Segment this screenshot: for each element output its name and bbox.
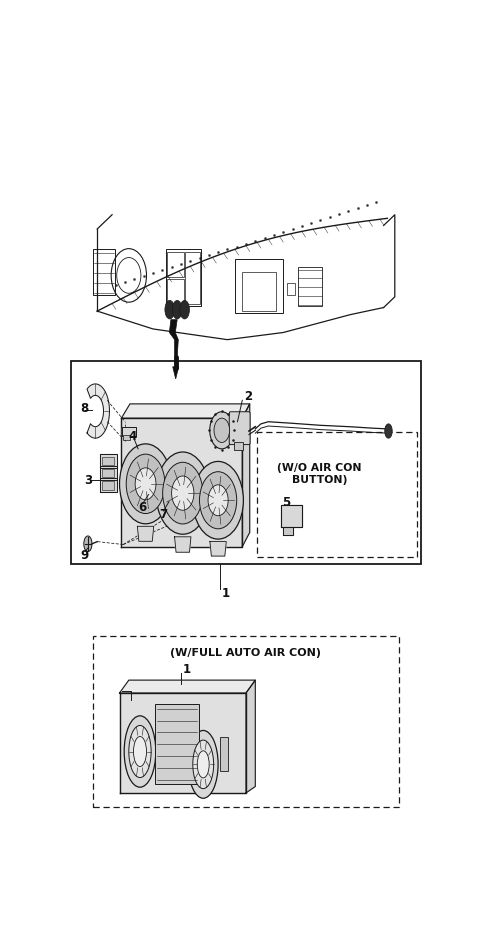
Ellipse shape xyxy=(193,740,214,789)
Bar xyxy=(123,436,130,440)
Text: (W/FULL AUTO AIR CON): (W/FULL AUTO AIR CON) xyxy=(170,648,322,658)
Polygon shape xyxy=(100,478,117,492)
Ellipse shape xyxy=(200,472,237,528)
Text: 5: 5 xyxy=(282,496,291,509)
Polygon shape xyxy=(281,505,302,527)
Polygon shape xyxy=(169,320,178,358)
Bar xyxy=(257,433,417,557)
Ellipse shape xyxy=(156,452,210,534)
Ellipse shape xyxy=(172,476,194,510)
Text: 6: 6 xyxy=(138,501,146,514)
Polygon shape xyxy=(246,680,255,793)
Bar xyxy=(94,636,398,807)
Ellipse shape xyxy=(210,412,234,449)
Circle shape xyxy=(165,300,175,319)
Text: 7: 7 xyxy=(160,508,168,521)
Bar xyxy=(155,704,199,783)
Ellipse shape xyxy=(188,730,218,798)
Bar xyxy=(102,481,114,489)
Bar xyxy=(234,442,243,451)
Bar xyxy=(220,737,228,771)
Text: 9: 9 xyxy=(81,549,89,562)
Polygon shape xyxy=(100,466,117,480)
Ellipse shape xyxy=(214,418,229,442)
Bar xyxy=(167,279,183,304)
Polygon shape xyxy=(87,384,109,438)
Polygon shape xyxy=(175,537,191,552)
Bar xyxy=(94,249,115,296)
Bar xyxy=(298,267,322,306)
Ellipse shape xyxy=(135,468,156,500)
Text: 1: 1 xyxy=(183,663,191,676)
FancyBboxPatch shape xyxy=(229,412,250,445)
Ellipse shape xyxy=(120,444,172,524)
Circle shape xyxy=(385,424,392,438)
Polygon shape xyxy=(121,418,242,547)
Text: 8: 8 xyxy=(81,401,89,414)
Circle shape xyxy=(172,300,182,319)
Bar xyxy=(71,362,421,565)
Bar xyxy=(166,249,202,306)
Circle shape xyxy=(84,536,92,552)
Bar xyxy=(102,457,114,465)
Text: 4: 4 xyxy=(129,429,137,442)
Text: 2: 2 xyxy=(244,390,252,403)
Ellipse shape xyxy=(129,726,151,778)
Ellipse shape xyxy=(163,463,203,524)
Polygon shape xyxy=(120,680,255,693)
Text: 1: 1 xyxy=(222,587,230,600)
Polygon shape xyxy=(100,454,117,468)
Polygon shape xyxy=(283,527,292,535)
Bar xyxy=(242,272,276,311)
Text: (W/O AIR CON
BUTTON): (W/O AIR CON BUTTON) xyxy=(277,464,362,485)
Polygon shape xyxy=(121,404,250,418)
Polygon shape xyxy=(242,404,250,547)
Ellipse shape xyxy=(208,485,228,515)
Ellipse shape xyxy=(197,751,209,778)
Bar xyxy=(287,283,295,296)
Bar xyxy=(102,469,114,477)
Ellipse shape xyxy=(193,462,243,540)
Polygon shape xyxy=(137,527,154,541)
Text: 3: 3 xyxy=(84,474,92,487)
Polygon shape xyxy=(122,426,136,436)
Polygon shape xyxy=(120,693,246,793)
Ellipse shape xyxy=(133,737,146,767)
Polygon shape xyxy=(173,367,179,379)
Ellipse shape xyxy=(124,716,156,787)
Ellipse shape xyxy=(126,454,165,514)
Polygon shape xyxy=(210,541,226,556)
Circle shape xyxy=(180,300,190,319)
Bar xyxy=(235,259,283,312)
Bar xyxy=(167,252,183,277)
Bar xyxy=(185,252,200,304)
